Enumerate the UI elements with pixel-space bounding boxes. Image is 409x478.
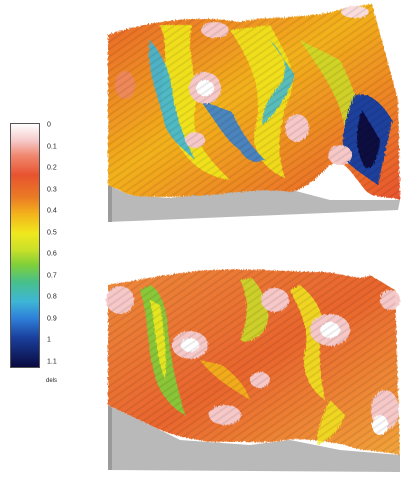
color-scale-bar — [10, 123, 40, 368]
color-scale-tick-label: 1.1 — [47, 358, 57, 366]
color-scale-tick-label: 0.9 — [47, 315, 57, 323]
color-scale-tick-label: 0 — [47, 121, 51, 129]
color-scale-tick-label: 0.6 — [47, 250, 57, 258]
color-scale-unit: dels — [46, 378, 58, 384]
lower-terrain-base — [108, 405, 400, 472]
color-scale-tick-label: 0.2 — [47, 164, 57, 172]
color-scale-tick-label: 0.8 — [47, 293, 57, 301]
color-scale-tick-label: 0.5 — [47, 229, 57, 237]
upper-terrain-surface — [108, 4, 400, 222]
color-scale-tick-label: 0.4 — [47, 207, 57, 215]
upper-terrain-base — [108, 185, 400, 222]
color-scale-tick-label: 0.7 — [47, 272, 57, 280]
color-scale-tick-label: 0.1 — [47, 143, 57, 151]
lower-terrain-surface — [106, 269, 400, 472]
color-scale-tick-label: 1 — [47, 336, 51, 344]
color-scale-tick-label: 0.3 — [47, 186, 57, 194]
